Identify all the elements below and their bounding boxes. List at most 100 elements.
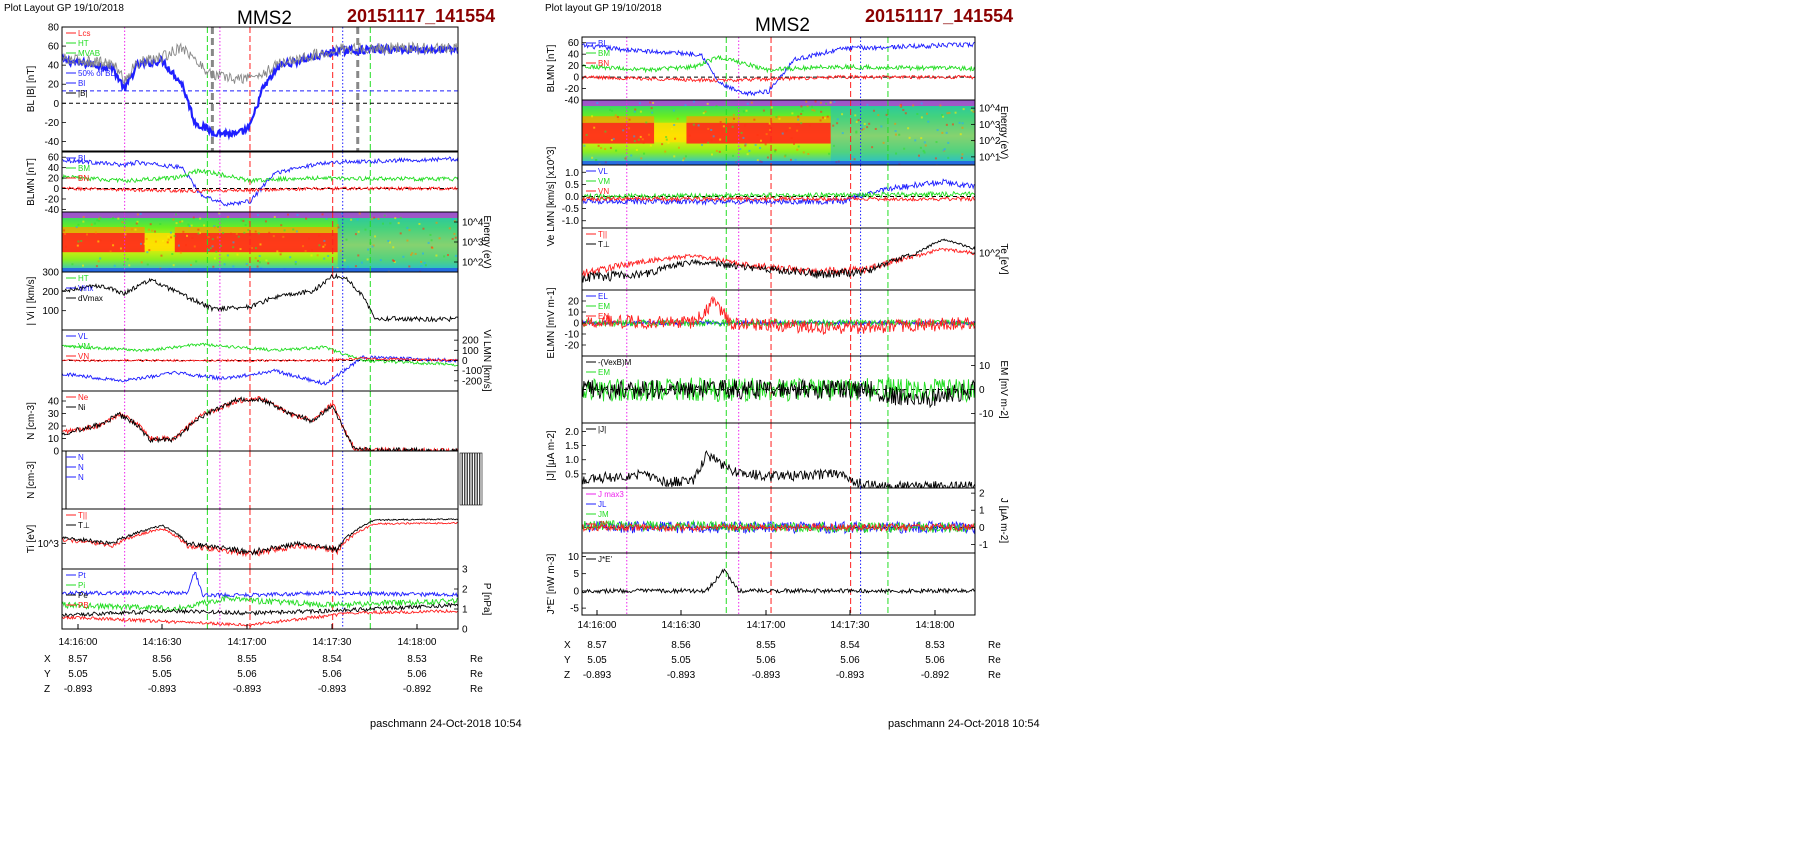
y-tick-label: -20 (565, 341, 580, 352)
series-line-J*E' (582, 568, 975, 595)
heatmap-speckle (195, 260, 198, 263)
heatmap-speckle (673, 123, 676, 126)
y-tick-label: 80 (48, 23, 60, 34)
ephemeris-value: -0.893 (64, 684, 93, 695)
heatmap-speckle (860, 127, 863, 130)
legend-entry: JL (598, 500, 607, 509)
ephemeris-label: X (564, 640, 571, 651)
heatmap-speckle (310, 249, 313, 252)
y-tick-label: -20 (45, 118, 60, 129)
panel-plot-area (62, 569, 458, 629)
heatmap-band (654, 122, 687, 143)
ephemeris-value: 8.53 (407, 654, 427, 665)
heatmap-speckle (665, 138, 668, 141)
heatmap-speckle (76, 244, 79, 247)
y-tick-label: 40 (48, 397, 60, 408)
heatmap-band (337, 218, 458, 272)
panel-left-composition: N [cm-3]NNN (26, 450, 483, 510)
y-tick-label: 30 (48, 409, 60, 420)
heatmap-speckle (824, 117, 827, 120)
y-tick-label: 10^2 (979, 249, 1001, 260)
heatmap-speckle (857, 119, 860, 122)
heatmap-speckle (159, 223, 162, 226)
heatmap-speckle (797, 118, 800, 121)
heatmap-speckle (244, 224, 247, 227)
heatmap-speckle (240, 219, 243, 222)
composition-left-edge (61, 450, 67, 510)
left-spacecraft-title: MMS2 (237, 8, 292, 29)
y-tick-label: 2.0 (565, 427, 579, 438)
heatmap-speckle (214, 226, 217, 229)
heatmap-speckle (154, 240, 157, 243)
heatmap-speckle (267, 262, 270, 265)
heatmap-speckle (801, 109, 804, 112)
heatmap-speckle (692, 123, 695, 126)
heatmap-speckle (131, 228, 134, 231)
heatmap-speckle (596, 102, 599, 105)
heatmap-speckle (99, 257, 102, 260)
heatmap-speckle (770, 106, 773, 109)
heatmap-speckle (739, 148, 742, 151)
series-line-|B| (62, 41, 458, 86)
composition-bar (477, 452, 480, 506)
heatmap-speckle (863, 122, 866, 125)
y-tick-label: 10 (568, 308, 580, 319)
y-axis-label: BL |B| [nT] (26, 66, 37, 113)
heatmap-speckle (664, 150, 667, 153)
heatmap-speckle (374, 235, 377, 238)
y-tick-label: 10^3 (462, 238, 484, 249)
heatmap-speckle (635, 148, 638, 151)
heatmap-band-edge (62, 227, 145, 233)
series-line-VN (582, 195, 975, 203)
ephemeris-value: 5.05 (671, 655, 691, 666)
legend-entry: Pi (78, 581, 85, 590)
heatmap-speckle (948, 111, 951, 114)
heatmap-speckle (882, 141, 885, 144)
ephemeris-value: 5.06 (322, 669, 342, 680)
left-credit: paschmann 24-Oct-2018 10:54 (370, 718, 522, 730)
heatmap-speckle (389, 222, 392, 225)
heatmap-speckle (148, 249, 151, 252)
heatmap-speckle (113, 264, 116, 267)
composition-bar (459, 452, 463, 506)
heatmap-speckle (853, 158, 856, 161)
ephemeris-value: 8.57 (68, 654, 88, 665)
heatmap-speckle (219, 234, 222, 237)
heatmap-speckle (638, 102, 641, 105)
heatmap-speckle (665, 135, 668, 138)
panel-right-jmag: 2.0 1.5 1.0 0.5 |J| [μA m-2] |J| (546, 422, 976, 489)
heatmap-speckle (77, 240, 80, 243)
heatmap-speckle (397, 222, 400, 225)
heatmap-speckle (591, 156, 594, 159)
heatmap-speckle (310, 254, 313, 257)
heatmap-speckle (169, 231, 172, 234)
heatmap-speckle (740, 131, 743, 134)
heatmap-speckle (855, 131, 858, 134)
heatmap-speckle (959, 133, 962, 136)
legend-entry: BL (598, 39, 608, 48)
right-spacecraft-title: MMS2 (755, 15, 810, 36)
heatmap-speckle (797, 115, 800, 118)
y-tick-label: 20 (48, 174, 60, 185)
heatmap-speckle (785, 130, 788, 133)
heatmap-speckle (922, 149, 925, 152)
heatmap-speckle (399, 232, 402, 235)
heatmap-band (144, 233, 175, 251)
panel-plot-area (582, 290, 975, 356)
y-axis-label: N [cm-3] (26, 402, 37, 440)
heatmap-speckle (160, 254, 163, 257)
heatmap-bottom-band (62, 268, 458, 272)
heatmap-speckle (337, 226, 340, 229)
heatmap-speckle (954, 111, 957, 114)
series-line-BL (62, 156, 458, 207)
heatmap-speckle (218, 212, 221, 215)
heatmap-speckle (268, 231, 271, 234)
heatmap-speckle (321, 213, 324, 216)
heatmap-speckle (759, 139, 762, 142)
ephemeris-value: 8.57 (587, 640, 607, 651)
heatmap-speckle (283, 229, 286, 232)
heatmap-speckle (674, 137, 677, 140)
x-tick-label: 14:16:30 (143, 637, 182, 648)
